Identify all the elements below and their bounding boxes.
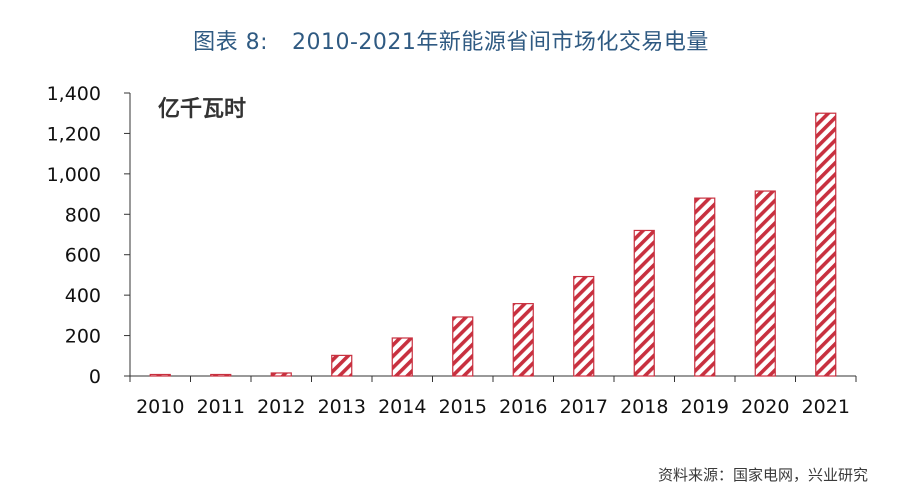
- x-tick-label: 2012: [257, 396, 305, 418]
- x-tick-label: 2020: [741, 396, 789, 418]
- bar-2019: [694, 197, 716, 377]
- x-tick-label: 2016: [499, 396, 547, 418]
- bar-2016: [512, 303, 534, 377]
- bar-2012: [270, 372, 292, 377]
- bar-2013: [331, 354, 353, 377]
- x-tick-label: 2015: [439, 396, 487, 418]
- x-tick-label: 2014: [378, 396, 426, 418]
- figure-number: 图表 8:: [193, 30, 268, 55]
- bar-2015: [452, 316, 474, 377]
- source-note: 资料来源：国家电网，兴业研究: [657, 466, 868, 484]
- x-tick-label: 2017: [560, 396, 608, 418]
- figure-title-text: 2010-2021年新能源省间市场化交易电量: [291, 30, 709, 55]
- y-tick-label: 800: [65, 204, 101, 226]
- y-tick-label: 1,000: [47, 164, 101, 186]
- x-tick-label: 2019: [681, 396, 729, 418]
- bar-2018: [633, 229, 655, 377]
- x-tick-label: 2018: [620, 396, 668, 418]
- bar-2017: [573, 275, 595, 377]
- figure-title: 图表 8: 2010-2021年新能源省间市场化交易电量: [0, 24, 902, 56]
- y-axis: 0 200 400 600 800 1,000 1,200 1,400: [47, 83, 131, 388]
- x-tick-label: 2021: [802, 396, 850, 418]
- bar-2020: [754, 190, 776, 377]
- y-tick-label: 1,400: [47, 83, 101, 105]
- y-tick-label: 200: [65, 326, 101, 348]
- bar-2021: [815, 112, 837, 377]
- y-tick-label: 400: [65, 285, 101, 307]
- y-tick-label: 600: [65, 245, 101, 267]
- x-axis: 2010 2011 2012 2013 2014 2015 2016 2017 2018 2019…: [129, 375, 857, 418]
- bars: [149, 112, 837, 377]
- unit-label: 亿千瓦时: [158, 96, 246, 122]
- x-tick-label: 2010: [136, 396, 184, 418]
- bar-2014: [391, 337, 413, 377]
- x-tick-label: 2013: [318, 396, 366, 418]
- y-tick-label: 1,200: [47, 123, 101, 145]
- y-tick-label: 0: [89, 366, 101, 388]
- bar-2010: [149, 373, 171, 377]
- bar-2011: [210, 373, 232, 377]
- x-tick-label: 2011: [197, 396, 245, 418]
